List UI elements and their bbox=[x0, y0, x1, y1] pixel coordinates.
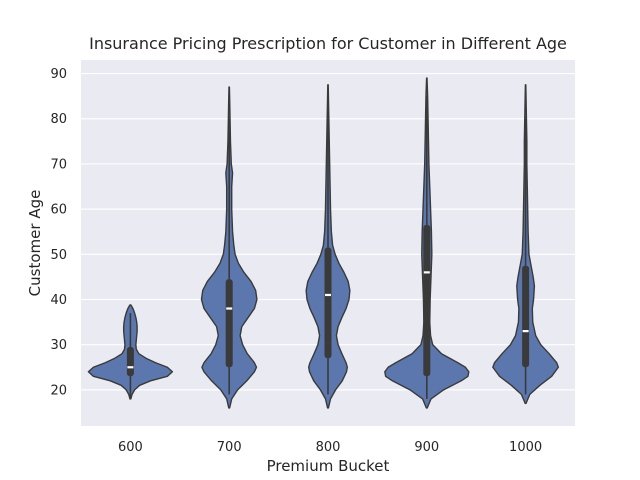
y-axis-label: Customer Age bbox=[26, 190, 44, 297]
x-tick-labels: 600 700 800 900 1000 bbox=[118, 440, 542, 455]
violins bbox=[87, 77, 560, 409]
violin-iqr-box bbox=[423, 224, 431, 377]
y-tick-label: 80 bbox=[50, 112, 67, 127]
violin-iqr-box bbox=[324, 247, 332, 359]
y-tick-label: 30 bbox=[50, 338, 67, 353]
y-tick-label: 60 bbox=[50, 203, 67, 218]
y-tick-label: 50 bbox=[50, 248, 67, 263]
y-tick-label: 90 bbox=[50, 67, 67, 82]
x-tick-label: 700 bbox=[217, 440, 242, 455]
y-tick-label: 20 bbox=[50, 383, 67, 398]
y-tick-label: 40 bbox=[50, 293, 67, 308]
y-tick-labels: 20 30 40 50 60 70 80 90 bbox=[50, 67, 67, 398]
x-tick-label: 900 bbox=[414, 440, 439, 455]
y-tick-label: 70 bbox=[50, 157, 67, 172]
chart-title: Insurance Pricing Prescription for Custo… bbox=[89, 34, 567, 53]
x-tick-label: 600 bbox=[118, 440, 143, 455]
x-tick-label: 1000 bbox=[509, 440, 542, 455]
x-axis-label: Premium Bucket bbox=[267, 457, 390, 475]
violin-iqr-box bbox=[522, 265, 530, 368]
violin-iqr-box bbox=[126, 346, 134, 377]
violin-iqr-box bbox=[225, 279, 233, 368]
x-tick-label: 800 bbox=[316, 440, 341, 455]
